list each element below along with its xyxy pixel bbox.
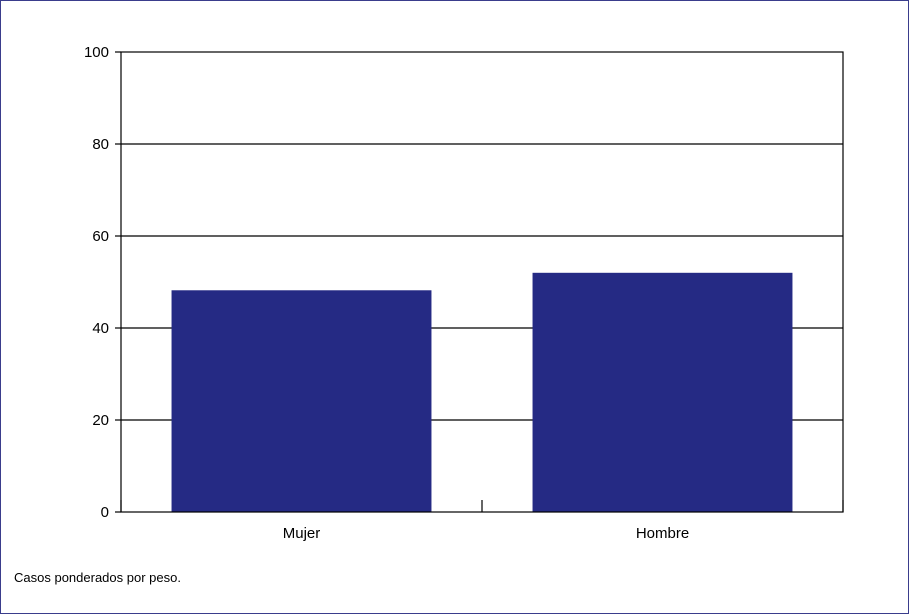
y-tick-label-80: 80 bbox=[92, 136, 109, 153]
bars bbox=[171, 272, 793, 512]
y-tick-label-40: 40 bbox=[92, 320, 109, 337]
y-tick-label-0: 0 bbox=[101, 504, 109, 521]
x-label-mujer: Mujer bbox=[283, 525, 321, 542]
x-label-hombre: Hombre bbox=[636, 525, 689, 542]
y-tick-label-100: 100 bbox=[84, 44, 109, 61]
y-tick-label-20: 20 bbox=[92, 412, 109, 429]
bar-mujer bbox=[171, 290, 432, 512]
bar-hombre bbox=[532, 272, 793, 512]
footnote: Casos ponderados por peso. bbox=[14, 570, 181, 585]
tick-labels: 0 20 40 60 80 100 Mujer Hombre bbox=[84, 44, 689, 542]
axes bbox=[115, 51, 844, 513]
y-tick-label-60: 60 bbox=[92, 228, 109, 245]
